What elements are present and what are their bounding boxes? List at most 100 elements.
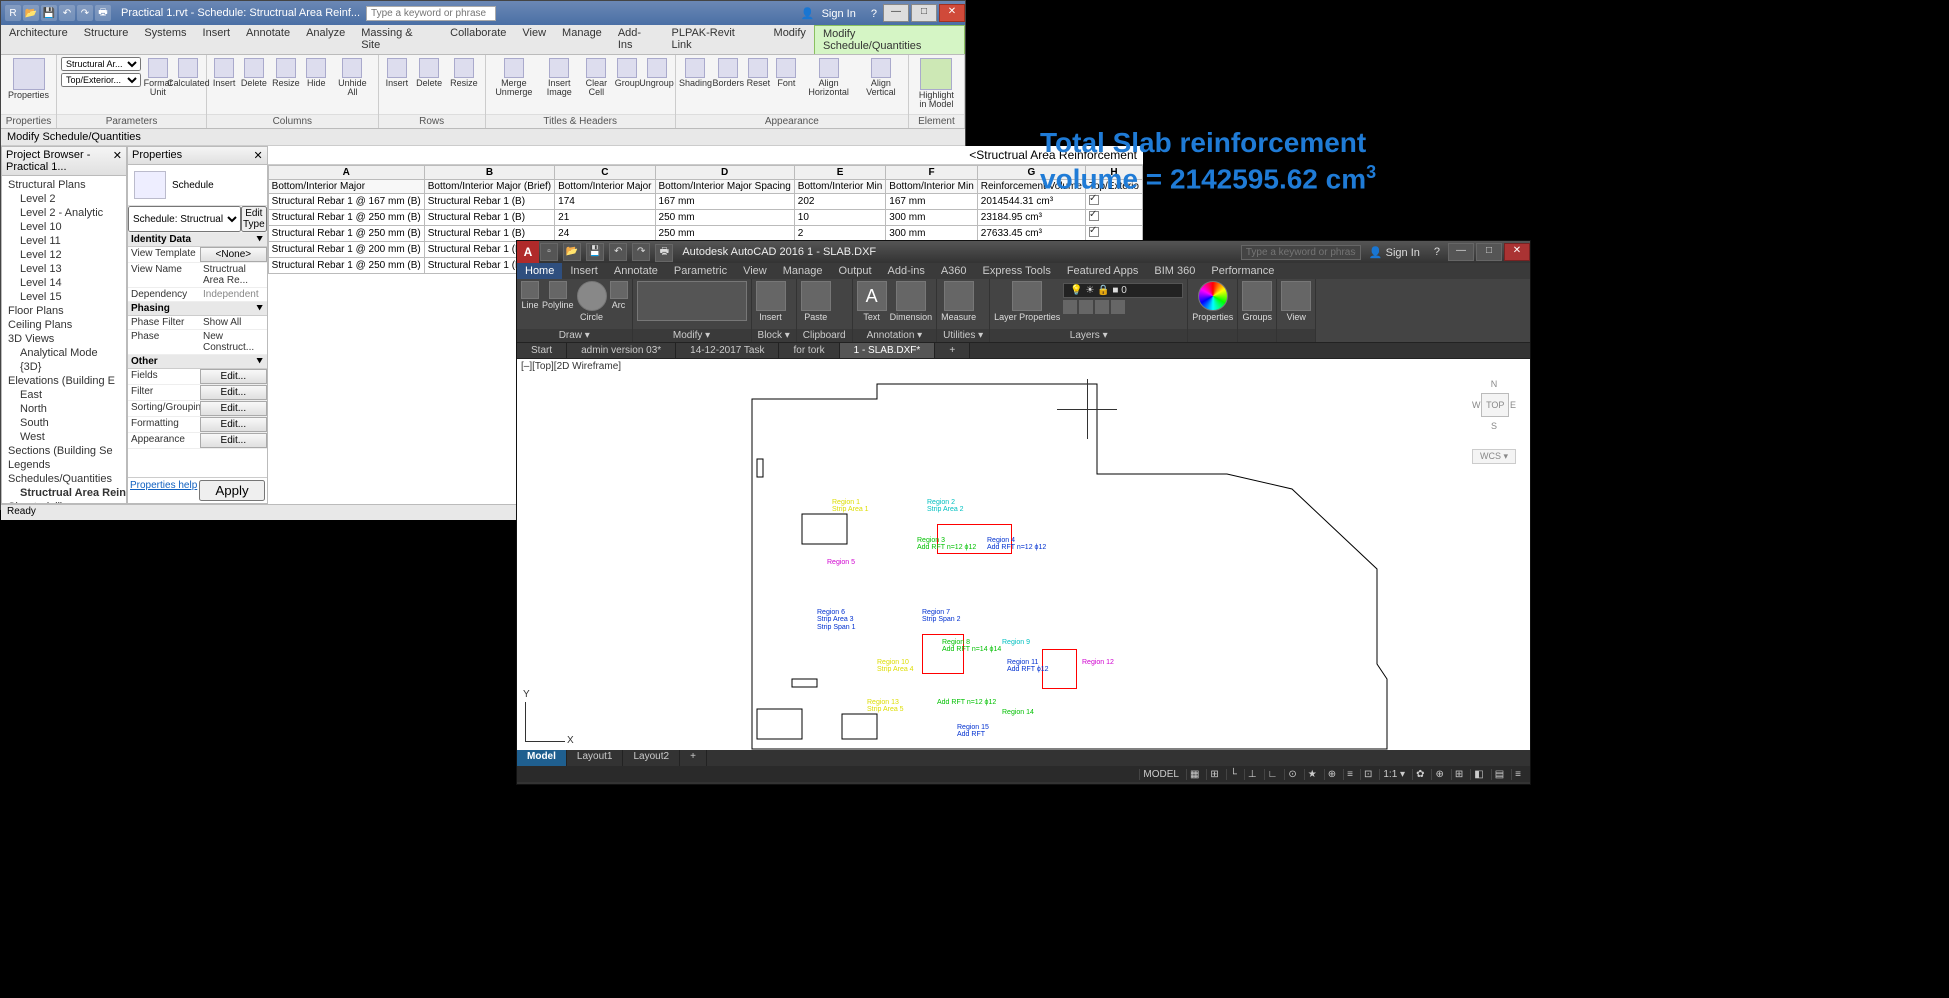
ribbon-tab[interactable]: Systems — [136, 25, 194, 54]
file-tab[interactable]: 1 - SLAB.DXF* — [840, 343, 936, 358]
line-button[interactable]: Line — [521, 281, 539, 322]
ribbon-tab[interactable]: Annotate — [606, 263, 666, 279]
delete-button[interactable]: Delete — [239, 57, 268, 89]
tree-item[interactable]: Level 2 — [2, 192, 126, 206]
ribbon-tab[interactable]: Output — [831, 263, 880, 279]
ungroup-button[interactable]: Ungroup — [642, 57, 670, 89]
edit-button[interactable]: Edit... — [200, 417, 267, 432]
help-icon[interactable]: ? — [867, 8, 881, 20]
props-value[interactable]: New Construct... — [200, 330, 267, 354]
borders-button[interactable]: Borders — [713, 57, 743, 89]
tree-item[interactable]: Level 2 - Analytic — [2, 206, 126, 220]
tree-item[interactable]: Level 11 — [2, 234, 126, 248]
props-group-header[interactable]: Identity Data⯆ — [128, 233, 267, 247]
ribbon-tab[interactable]: Manage — [554, 25, 610, 54]
tree-item[interactable]: Sections (Building Se — [2, 444, 126, 458]
tree-item[interactable]: Level 10 — [2, 220, 126, 234]
revit-search-input[interactable] — [366, 6, 496, 21]
ribbon-tab[interactable]: Add-ins — [880, 263, 933, 279]
tree-item[interactable]: North — [2, 402, 126, 416]
group-button[interactable]: Group — [614, 57, 640, 89]
layer-current[interactable]: 💡 ☀ 🔒 ■ 0 — [1063, 283, 1183, 298]
maximize-button[interactable]: □ — [1476, 243, 1502, 261]
view-button[interactable]: View — [1281, 281, 1311, 322]
print-icon[interactable]: 🖶 — [95, 5, 111, 21]
layout-tab[interactable]: Layout2 — [623, 750, 680, 766]
circle-button[interactable]: Circle — [577, 281, 607, 322]
measure-button[interactable]: Measure — [941, 281, 976, 322]
close-button[interactable]: ✕ — [939, 4, 965, 22]
param-field2[interactable]: Top/Exterior... — [61, 73, 141, 87]
print-icon[interactable]: 🖶 — [655, 244, 673, 262]
status-item[interactable]: ∟ — [1264, 769, 1281, 780]
text-button[interactable]: AText — [857, 281, 887, 322]
properties-help-link[interactable]: Properties help — [130, 480, 197, 501]
ribbon-tab[interactable]: Add-Ins — [610, 25, 664, 54]
tree-item[interactable]: South — [2, 416, 126, 430]
ribbon-tab[interactable]: Massing & Site — [353, 25, 442, 54]
status-item[interactable]: MODEL — [1139, 769, 1182, 780]
status-item[interactable]: ⊡ — [1360, 769, 1375, 780]
resize-button[interactable]: Resize — [447, 57, 481, 89]
close-button[interactable]: ✕ — [1504, 243, 1530, 261]
signin-link[interactable]: 👤 Sign In — [797, 8, 864, 20]
ribbon-tab[interactable]: Architecture — [1, 25, 76, 54]
tree-item[interactable]: Analytical Mode — [2, 346, 126, 360]
layout-tab[interactable]: Layout1 — [567, 750, 624, 766]
tree-item[interactable]: Sheets (all) — [2, 500, 126, 503]
edit-button[interactable]: Edit... — [200, 385, 267, 400]
viewport-state[interactable]: [–][Top][2D Wireframe] — [521, 361, 621, 372]
edit-button[interactable]: <None> — [200, 247, 267, 262]
minimize-button[interactable]: — — [1448, 243, 1474, 261]
tree-item[interactable]: East — [2, 388, 126, 402]
edit-button[interactable]: Edit... — [200, 369, 267, 384]
status-item[interactable]: ≡ — [1343, 769, 1356, 780]
view-cube[interactable]: N W TOP E S WCS ▾ — [1472, 379, 1516, 464]
ribbon-tab[interactable]: Modify Schedule/Quantities — [814, 25, 965, 54]
status-item[interactable]: ★ — [1304, 769, 1320, 780]
redo-icon[interactable]: ↷ — [632, 243, 650, 261]
signin-link[interactable]: 👤 Sign In — [1361, 246, 1428, 259]
status-item[interactable]: ▦ — [1186, 769, 1202, 780]
ribbon-tab[interactable]: Express Tools — [975, 263, 1059, 279]
minimize-button[interactable]: — — [883, 4, 909, 22]
properties-palette-button[interactable]: Properties — [1192, 281, 1233, 322]
status-item[interactable]: ✿ — [1412, 769, 1427, 780]
file-tab[interactable]: 14-12-2017 Task — [676, 343, 779, 358]
ribbon-tab[interactable]: Structure — [76, 25, 137, 54]
properties-close-icon[interactable]: ✕ — [253, 149, 262, 162]
tree-item[interactable]: Structural Plans — [2, 178, 126, 192]
highlight-in-model-button[interactable]: Highlight in Model — [913, 57, 960, 110]
status-item[interactable]: 1:1 ▾ — [1379, 769, 1408, 780]
new-tab-button[interactable]: + — [935, 343, 970, 358]
status-item[interactable]: ≡ — [1511, 769, 1524, 780]
tree-item[interactable]: Schedules/Quantities — [2, 472, 126, 486]
table-row[interactable]: Structural Rebar 1 @ 250 mm (B)Structura… — [268, 210, 1142, 226]
ribbon-tab[interactable]: Collaborate — [442, 25, 514, 54]
calculated-button[interactable]: Calculated — [175, 57, 202, 89]
tree-item[interactable]: Structrual Area Rein — [2, 486, 126, 500]
tree-item[interactable]: Elevations (Building E — [2, 374, 126, 388]
apply-button[interactable]: Apply — [199, 480, 264, 501]
open-icon[interactable]: 📂 — [563, 243, 581, 261]
shading-button[interactable]: Shading — [680, 57, 711, 89]
undo-icon[interactable]: ↶ — [609, 243, 627, 261]
edit-button[interactable]: Edit... — [200, 401, 267, 416]
ribbon-tab[interactable]: View — [735, 263, 775, 279]
polyline-button[interactable]: Polyline — [542, 281, 574, 322]
ribbon-tab[interactable]: Modify — [766, 25, 814, 54]
merge-unmerge-button[interactable]: Merge Unmerge — [490, 57, 538, 98]
maximize-button[interactable]: □ — [911, 4, 937, 22]
delete-button[interactable]: Delete — [413, 57, 445, 89]
status-item[interactable]: ▤ — [1491, 769, 1507, 780]
table-row[interactable]: Structural Rebar 1 @ 167 mm (B)Structura… — [268, 194, 1142, 210]
insert-button[interactable]: Insert — [756, 281, 786, 322]
acad-app-icon[interactable]: A — [517, 241, 539, 263]
status-item[interactable]: ⊕ — [1324, 769, 1339, 780]
insert-image-button[interactable]: Insert Image — [540, 57, 579, 98]
edit-type-button[interactable]: Edit Type — [241, 206, 267, 232]
insert-button[interactable]: Insert — [383, 57, 412, 89]
acad-drawing-area[interactable]: [–][Top][2D Wireframe] Region 1Strip Are… — [517, 359, 1530, 750]
layout-tab[interactable]: + — [680, 750, 707, 766]
properties-button[interactable]: Properties — [5, 57, 52, 101]
